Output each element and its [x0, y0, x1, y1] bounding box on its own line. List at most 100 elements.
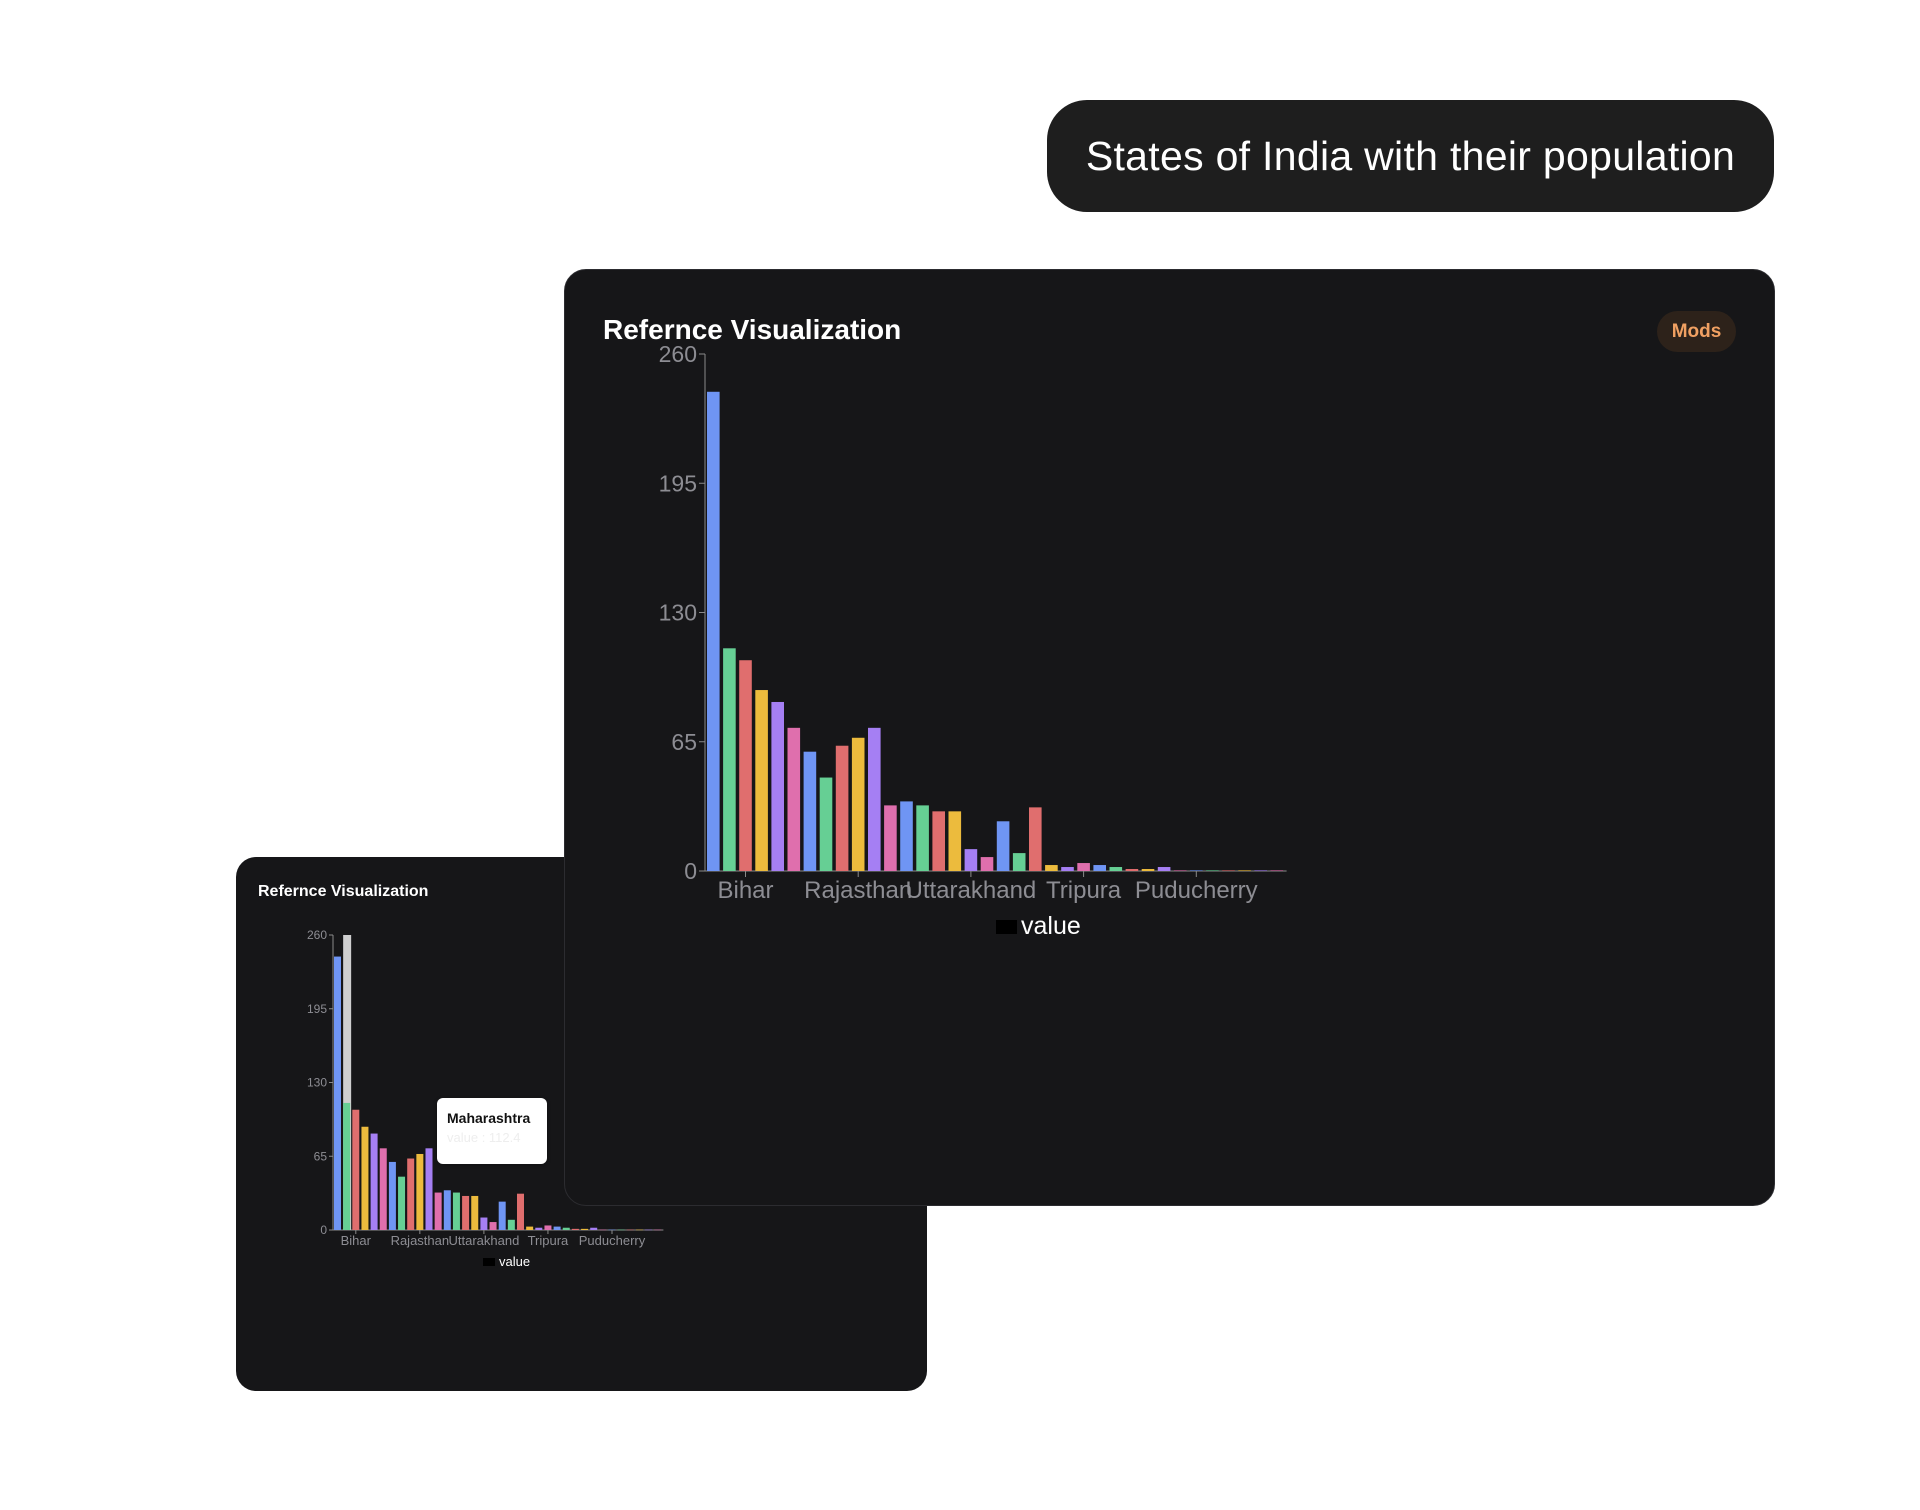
bar — [1125, 869, 1139, 871]
bar — [1093, 865, 1106, 871]
small-bar-chart: 0 65 130 195 260 Bihar Rajasthan Uttarakhand Tri… — [307, 928, 664, 1269]
bar — [1045, 865, 1058, 871]
bar — [434, 1192, 442, 1230]
bar — [645, 1229, 653, 1231]
bar — [884, 805, 897, 871]
bar — [626, 1229, 634, 1231]
bar — [480, 1217, 488, 1230]
y-tick-label: 195 — [307, 1002, 327, 1016]
large-card-title: Refernce Visualization — [603, 314, 902, 345]
x-tick-label: Tripura — [528, 1233, 569, 1248]
bar — [517, 1193, 524, 1230]
bar — [1206, 870, 1219, 871]
bar — [352, 1109, 360, 1230]
bar — [526, 1226, 534, 1230]
x-tick-label: Rajasthan — [804, 877, 912, 904]
bar — [617, 1229, 625, 1231]
bar — [571, 1228, 579, 1230]
bar — [388, 1161, 396, 1230]
bar — [452, 1192, 460, 1230]
bar — [739, 660, 752, 871]
x-tick-label: Tripura — [1046, 877, 1122, 904]
x-tick-label: Uttarakhand — [906, 877, 1037, 904]
bar — [787, 727, 801, 871]
bar — [916, 805, 929, 871]
bar — [1141, 869, 1155, 871]
bar — [900, 801, 913, 871]
hover-highlight — [343, 935, 352, 1230]
y-tick-label: 0 — [684, 858, 697, 884]
x-tick-label: Uttarakhand — [448, 1233, 519, 1248]
bar — [932, 811, 945, 871]
bar — [471, 1195, 479, 1230]
bar — [755, 690, 768, 871]
tooltip-value: value : 112.4 — [447, 1130, 521, 1145]
bar — [707, 391, 720, 871]
y-tick-label: 260 — [307, 928, 327, 942]
legend-label: value — [499, 1254, 530, 1269]
bar — [635, 1229, 643, 1231]
bar — [835, 745, 849, 871]
x-tick-label: Rajasthan — [391, 1233, 450, 1248]
bar — [948, 811, 962, 871]
large-chart-card: Refernce Visualization Mods 0 65 130 195 260… — [564, 269, 1775, 1206]
y-tick-label: 65 — [314, 1149, 328, 1163]
bar — [334, 956, 341, 1230]
y-tick-label: 0 — [320, 1223, 327, 1237]
bar — [1222, 870, 1235, 871]
x-tick-label: Bihar — [341, 1233, 372, 1248]
bar — [654, 1229, 662, 1231]
bar — [599, 1229, 607, 1231]
chart-tooltip: Maharashtra value : 112.4 — [437, 1098, 547, 1164]
bar — [996, 821, 1010, 871]
tooltip-title: Maharashtra — [447, 1110, 531, 1126]
bar — [1061, 867, 1074, 871]
bar — [361, 1126, 369, 1230]
bar — [1109, 867, 1123, 871]
bar — [416, 1153, 424, 1230]
x-tick-label: Bihar — [717, 877, 773, 904]
bar — [1029, 807, 1042, 871]
bar — [1157, 867, 1171, 871]
bar — [425, 1148, 433, 1230]
bar — [1254, 870, 1267, 871]
bar — [535, 1227, 543, 1230]
bar — [507, 1219, 515, 1230]
bar — [608, 1229, 616, 1231]
bar — [1077, 863, 1090, 871]
legend-swatch — [996, 920, 1017, 934]
bar — [553, 1226, 561, 1230]
mods-badge[interactable]: Mods — [1657, 311, 1736, 352]
bar — [489, 1222, 497, 1230]
bar — [1190, 870, 1203, 871]
bar — [868, 727, 881, 871]
bar — [1238, 870, 1251, 871]
bar — [819, 777, 833, 871]
bar — [379, 1148, 387, 1230]
bar — [803, 751, 817, 871]
y-tick-label: 130 — [659, 600, 697, 626]
legend-label: value — [1021, 912, 1081, 940]
bar — [590, 1227, 598, 1230]
y-tick-label: 65 — [671, 729, 697, 755]
bar — [980, 857, 994, 871]
bar — [1270, 870, 1284, 871]
y-tick-label: 195 — [659, 470, 697, 496]
x-tick-label: Puducherry — [1135, 877, 1258, 904]
bar — [1173, 870, 1187, 871]
bar — [723, 648, 736, 871]
legend-swatch — [483, 1258, 495, 1266]
bar — [581, 1228, 589, 1230]
bar — [407, 1158, 415, 1230]
bar — [964, 849, 978, 871]
bar — [498, 1201, 506, 1230]
bar — [544, 1225, 552, 1230]
y-tick-label: 130 — [307, 1076, 327, 1090]
bar — [1012, 853, 1026, 871]
bar — [562, 1227, 570, 1230]
y-tick-label: 260 — [659, 341, 697, 367]
bar — [443, 1190, 451, 1230]
bar — [771, 701, 784, 871]
x-tick-label: Puducherry — [579, 1233, 646, 1248]
